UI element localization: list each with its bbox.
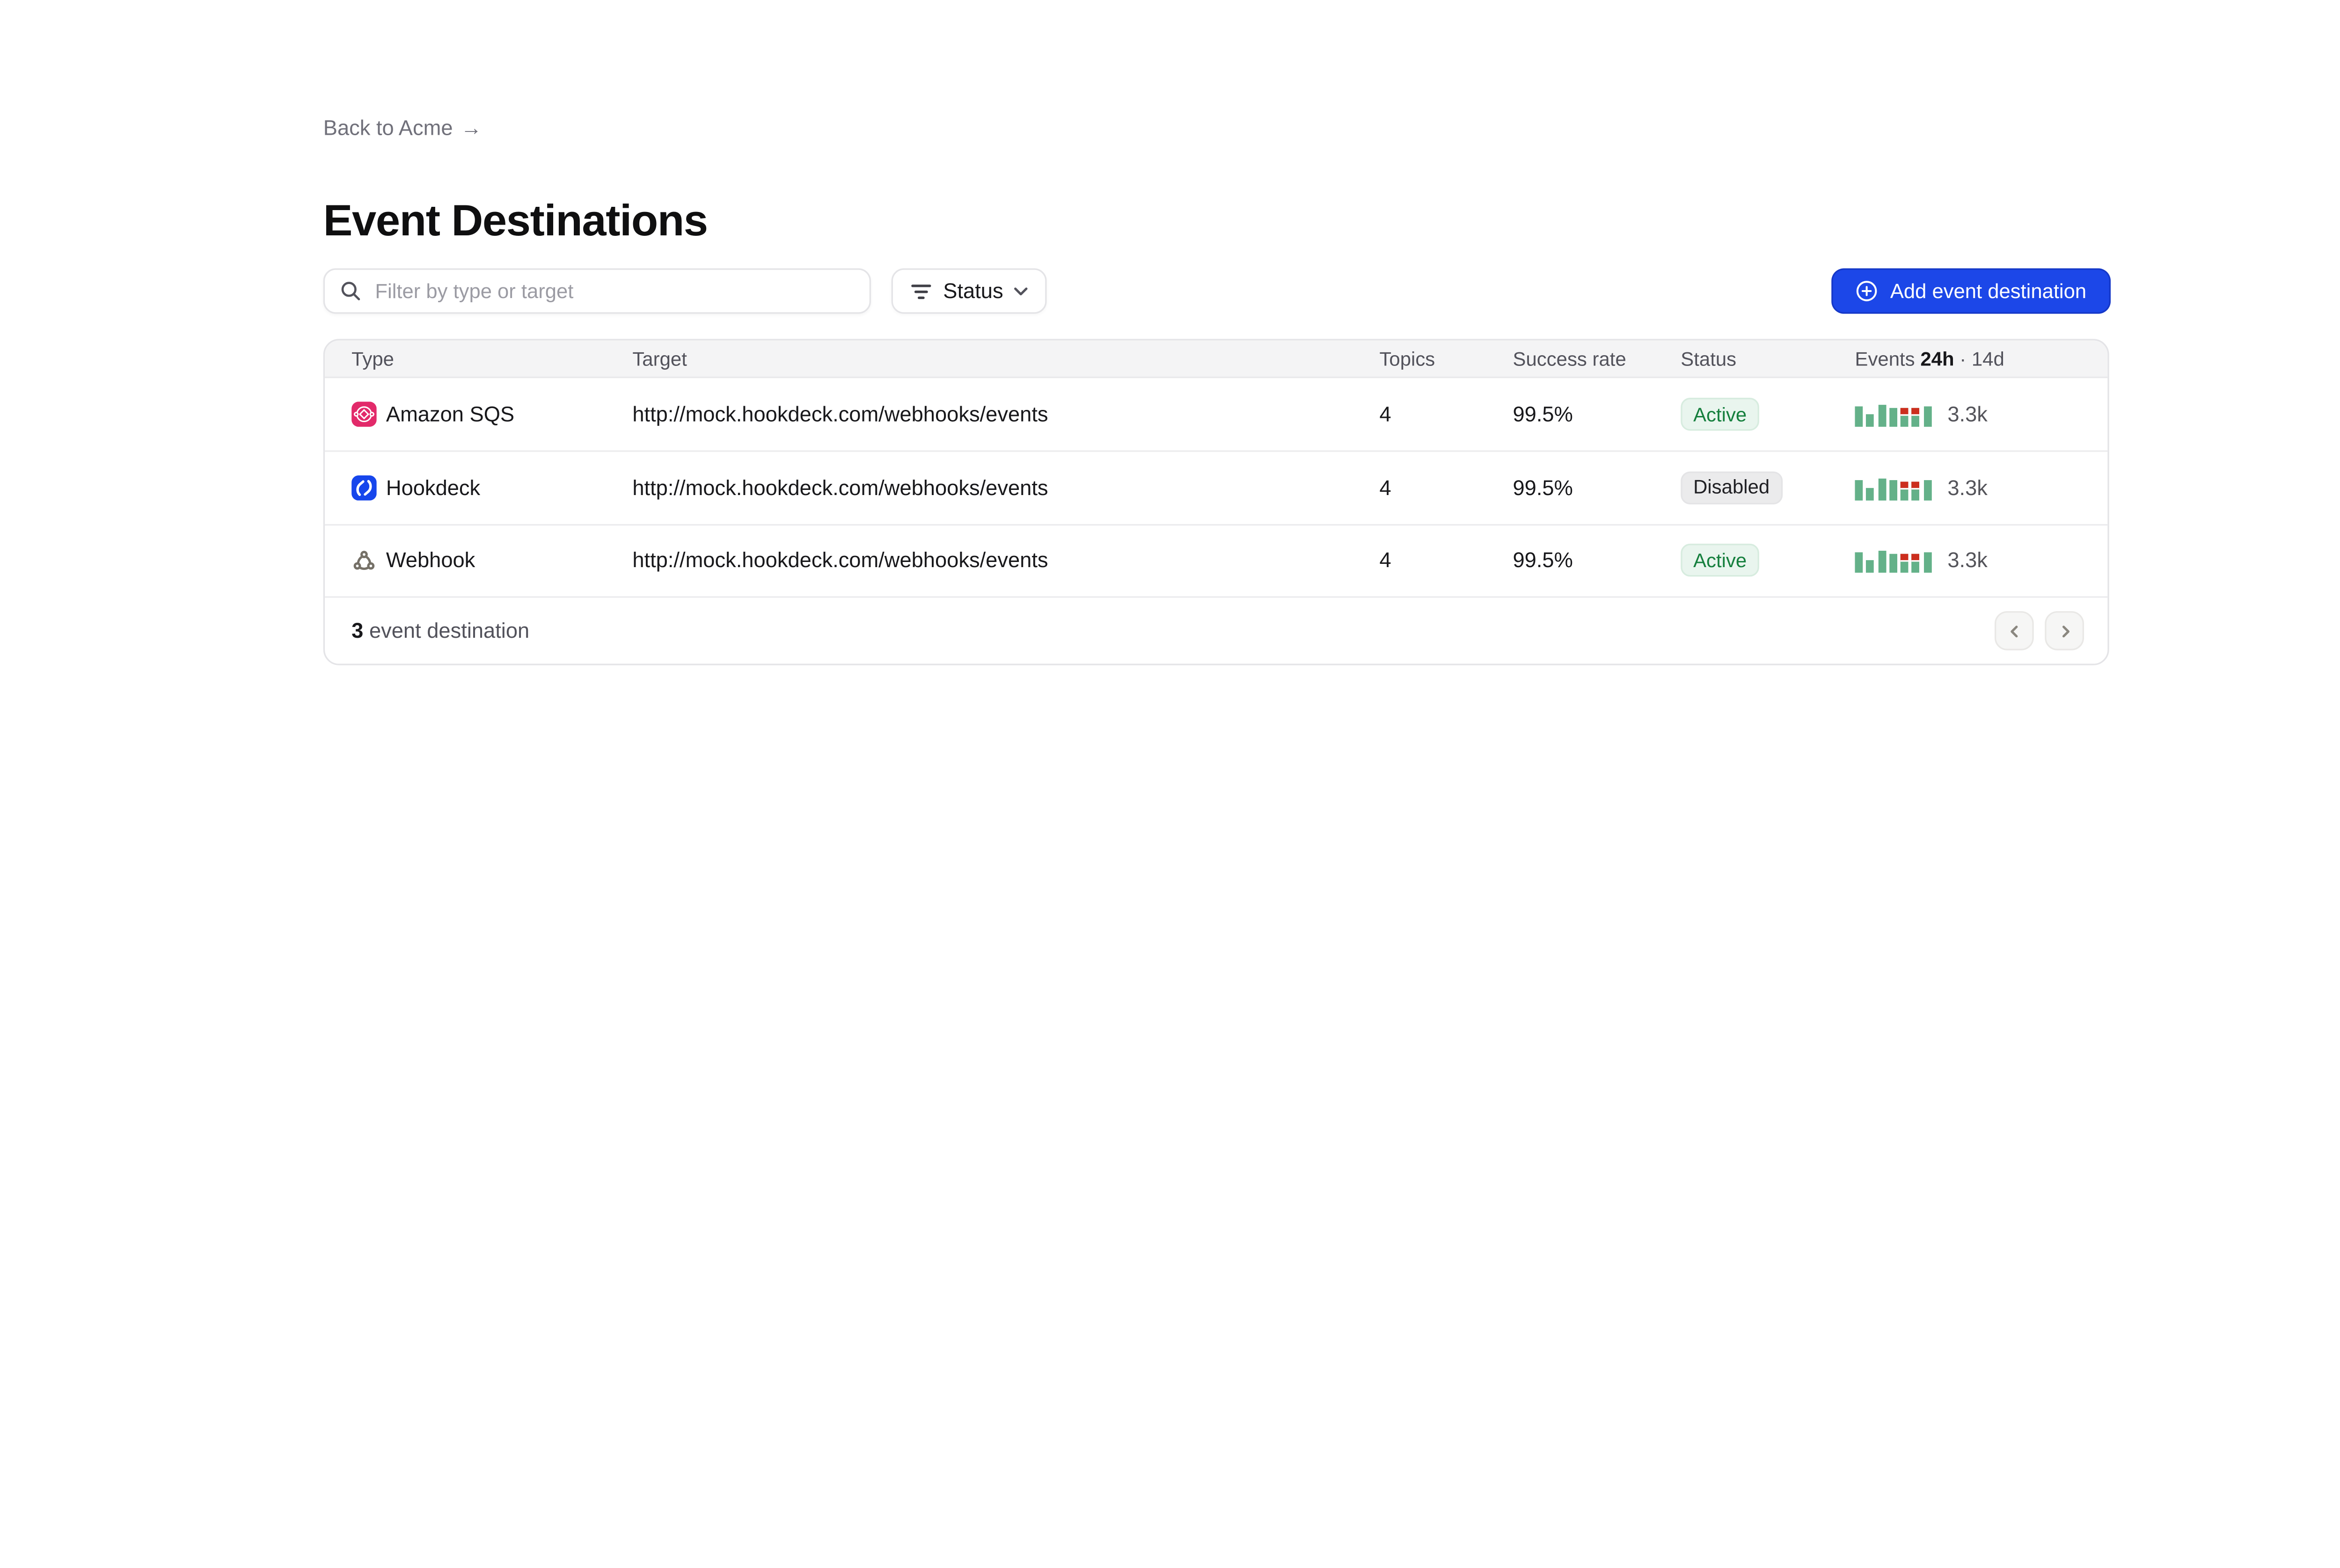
table-footer: 3 event destination — [325, 596, 2108, 664]
success-rate: 99.5% — [1513, 548, 1573, 573]
chevron-left-icon — [2010, 625, 2017, 637]
topics-count: 4 — [1379, 476, 1391, 500]
events-sparkline — [1855, 475, 1932, 501]
chevron-down-icon — [1014, 286, 1028, 296]
status-filter-label: Status — [943, 279, 1003, 303]
topics-count: 4 — [1379, 548, 1391, 573]
add-button-label: Add event destination — [1890, 279, 2087, 303]
row-count: 3 event destination — [351, 619, 529, 642]
success-rate: 99.5% — [1513, 476, 1573, 500]
amazon-sqs-icon — [351, 401, 377, 427]
hookdeck-icon — [351, 475, 377, 501]
filter-search-box — [323, 268, 871, 314]
table-row[interactable]: Amazon SQS http://mock.hookdeck.com/webh… — [325, 378, 2107, 451]
status-badge: Active — [1681, 544, 1760, 577]
table-row[interactable]: Webhook http://mock.hookdeck.com/webhook… — [325, 523, 2108, 596]
filter-lines-icon — [910, 282, 932, 300]
events-sparkline — [1855, 548, 1932, 573]
pagination-prev-button[interactable] — [1994, 611, 2034, 651]
header-status: Status — [1681, 347, 1737, 370]
destination-target: http://mock.hookdeck.com/webhooks/events — [632, 402, 1048, 426]
row-count-number: 3 — [351, 619, 364, 643]
events-total: 3.3k — [1947, 402, 1988, 426]
add-event-destination-button[interactable]: Add event destination — [1831, 268, 2111, 314]
success-rate: 99.5% — [1513, 402, 1573, 426]
header-events-window: 24h — [1920, 347, 1954, 370]
pagination-next-button[interactable] — [2045, 611, 2084, 651]
destination-type: Hookdeck — [386, 476, 481, 500]
status-filter-button[interactable]: Status — [891, 268, 1047, 314]
destination-target: http://mock.hookdeck.com/webhooks/events — [632, 476, 1048, 500]
chevron-right-icon — [2062, 625, 2069, 637]
event-destinations-table: Type Target Topics Success rate Status E… — [323, 339, 2109, 666]
back-to-acme-link[interactable]: Back to Acme → — [323, 116, 482, 139]
status-badge: Active — [1681, 398, 1760, 431]
header-topics: Topics — [1379, 347, 1435, 370]
header-events: Events 24h · 14d — [1855, 347, 2004, 370]
webhook-icon — [351, 548, 377, 573]
events-total: 3.3k — [1947, 476, 1988, 500]
events-sparkline — [1855, 402, 1932, 427]
row-count-label: event destination — [369, 619, 530, 643]
plus-circle-icon — [1856, 279, 1879, 303]
header-success-rate: Success rate — [1513, 347, 1626, 370]
destination-type: Webhook — [386, 548, 475, 573]
status-badge: Disabled — [1681, 471, 1783, 504]
destination-target: http://mock.hookdeck.com/webhooks/events — [632, 548, 1048, 573]
destination-type: Amazon SQS — [386, 402, 515, 426]
header-target: Target — [632, 347, 687, 370]
arrow-right-icon: → — [461, 116, 482, 140]
table-row[interactable]: Hookdeck http://mock.hookdeck.com/webhoo… — [325, 451, 2108, 523]
back-link-label: Back to Acme — [323, 116, 453, 140]
table-header-row: Type Target Topics Success rate Status E… — [325, 340, 2108, 379]
header-type: Type — [351, 347, 395, 370]
page-title: Event Destinations — [323, 196, 708, 245]
topics-count: 4 — [1379, 402, 1391, 426]
search-icon — [341, 281, 361, 301]
search-input[interactable] — [372, 277, 854, 305]
events-total: 3.3k — [1947, 548, 1988, 573]
